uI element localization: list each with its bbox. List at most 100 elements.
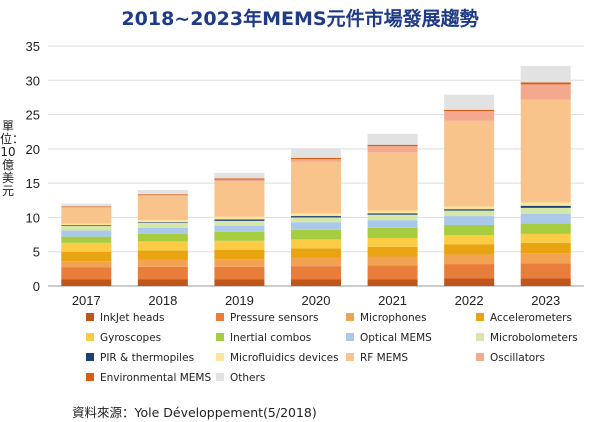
legend-label: InkJet heads (100, 312, 165, 324)
legend-item: Accelerometers (476, 312, 572, 324)
x-tick-label: 2020 (302, 293, 331, 308)
bar-segment (137, 241, 188, 251)
bar-segment (214, 259, 265, 267)
bar-segment (367, 144, 418, 147)
y-tick-label: 20 (26, 142, 40, 157)
bar-segment (61, 251, 112, 262)
bar-segment (137, 227, 188, 234)
bar-segment (291, 239, 341, 249)
bar-segment (367, 133, 418, 145)
bar-segment (137, 220, 188, 223)
bar-segment (61, 242, 112, 252)
legend-label: Optical MEMS (360, 332, 432, 344)
y-tick-label: 5 (33, 245, 40, 260)
bar-segment (291, 159, 341, 162)
x-tick-label: 2019 (225, 293, 254, 308)
bar-segment (214, 279, 265, 286)
legend-label: Environmental MEMS (100, 372, 212, 384)
bar-segment (61, 203, 112, 207)
bar-segment (291, 222, 341, 230)
bar-segment (444, 264, 495, 279)
bar-segment (367, 213, 418, 215)
legend-label: Accelerometers (490, 312, 572, 324)
legend-swatch (476, 313, 484, 321)
source-note: 資料來源：Yole Développement(5/2018) (72, 405, 317, 420)
bar-segment (444, 210, 495, 217)
bar-segment (214, 219, 265, 221)
bar-segment (520, 233, 571, 243)
legend-swatch (346, 333, 354, 341)
legend-swatch (346, 313, 354, 321)
legend-swatch (86, 313, 94, 321)
bar-segment (61, 207, 112, 224)
bar-segment (214, 240, 265, 250)
x-tick-label: 2021 (378, 293, 407, 308)
bar-segment (444, 206, 495, 210)
legend-swatch (476, 333, 484, 341)
bar-segment (291, 161, 341, 214)
legend-label: Microfluidics devices (230, 352, 339, 364)
bar-segment (291, 157, 341, 160)
legend-swatch (476, 353, 484, 361)
legend-label: PIR & thermopiles (100, 352, 195, 364)
legend-label: Microphones (360, 312, 427, 324)
legend-label: RF MEMS (360, 352, 409, 364)
legend-item: Microfluidics devices (216, 352, 339, 364)
bar-segment (444, 120, 495, 207)
bar-segment (61, 224, 112, 226)
bar-segment (444, 216, 495, 225)
bar-segment (520, 278, 571, 286)
bar-segment (214, 220, 265, 226)
bar-segment (214, 178, 265, 180)
bar-segment (367, 220, 418, 228)
legend-swatch (216, 313, 224, 321)
legend-item: Others (216, 372, 265, 384)
legend-item: RF MEMS (346, 352, 408, 364)
bar-segment (291, 266, 341, 280)
chart-plot-area: 0 5 10 15 20 25 30 35 2017 2018 2019 2020 2021 2022 20… (26, 39, 584, 308)
bar-segment (214, 216, 265, 220)
bar-segment (214, 225, 265, 232)
bar-segment (520, 242, 571, 254)
legend-swatch (216, 353, 224, 361)
bar-segment (137, 196, 188, 221)
bar-segment (444, 209, 495, 211)
legend-item: InkJet heads (86, 312, 165, 324)
bar-segment (214, 249, 265, 260)
legend-label: Gyroscopes (100, 332, 162, 344)
bar-segment (291, 257, 341, 267)
bar-segment (444, 244, 495, 255)
legend-item: PIR & thermopiles (86, 352, 194, 364)
legend-label: Microbolometers (490, 332, 578, 344)
bar-segment (520, 84, 571, 100)
x-tick-label: 2017 (72, 293, 101, 308)
bar-segment (291, 148, 341, 158)
chart-title: 2018~2023年MEMS元件市場發展趨勢 (121, 8, 479, 30)
legend-label: Oscillators (490, 352, 546, 364)
bar-segment (367, 210, 418, 214)
bar-segment (367, 256, 418, 266)
bar-segment (291, 216, 341, 218)
bar-segment (520, 263, 571, 279)
bar-segment (61, 267, 112, 280)
x-tick-label: 2023 (531, 293, 560, 308)
legend-item: Inertial combos (216, 332, 311, 344)
bar-segment (137, 222, 188, 228)
bar-segment (520, 223, 571, 234)
legend-swatch (216, 333, 224, 341)
legend-swatch (346, 353, 354, 361)
legend-item: Oscillators (476, 352, 545, 364)
bar-segment (520, 82, 571, 85)
bar-segment (214, 266, 265, 280)
bar-segment (367, 152, 418, 211)
bar-segment (367, 238, 418, 247)
bar-segment (214, 172, 265, 179)
bar-segment (291, 248, 341, 258)
y-tick-label: 30 (26, 73, 40, 88)
bar-segment (214, 179, 265, 182)
bar-segment (137, 250, 188, 260)
bar-segment (367, 246, 418, 257)
bar-segment (444, 94, 495, 110)
legend-swatch (86, 333, 94, 341)
